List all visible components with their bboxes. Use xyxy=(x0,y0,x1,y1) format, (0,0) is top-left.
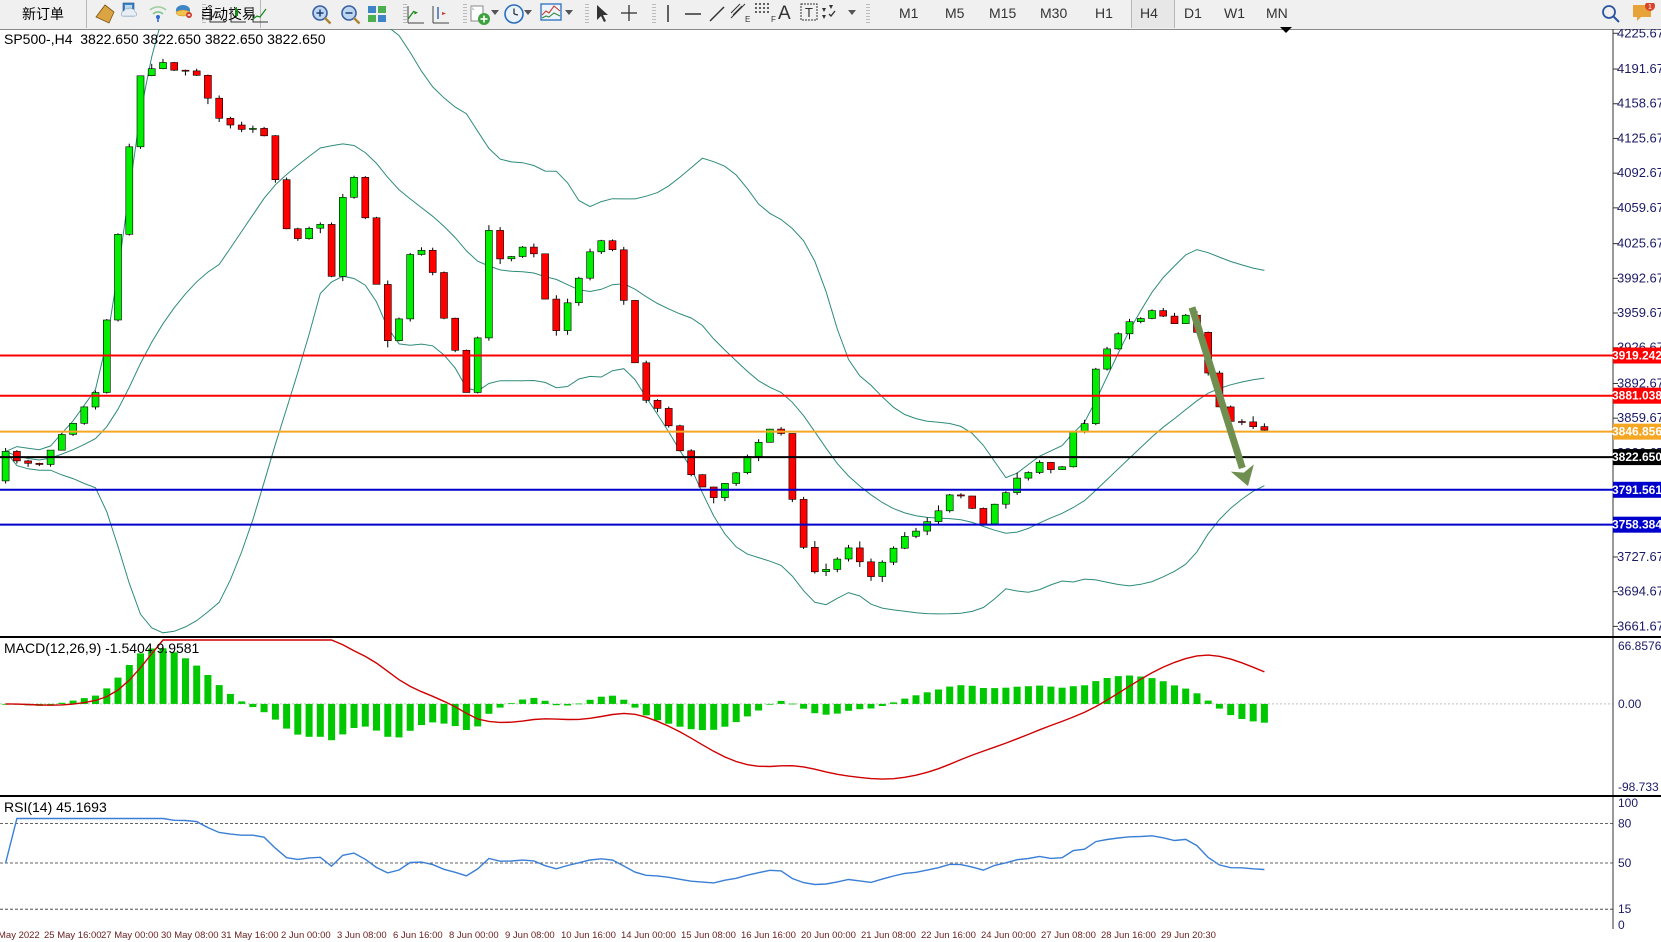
svg-text:0: 0 xyxy=(1618,918,1625,929)
svg-text:4025.670: 4025.670 xyxy=(1617,236,1661,251)
svg-text:4092.670: 4092.670 xyxy=(1617,165,1661,180)
svg-text:4158.670: 4158.670 xyxy=(1617,96,1661,111)
svg-text:4191.670: 4191.670 xyxy=(1617,61,1661,76)
svg-text:3881.038: 3881.038 xyxy=(1612,389,1661,403)
svg-text:3694.670: 3694.670 xyxy=(1617,584,1661,599)
svg-text:3919.242: 3919.242 xyxy=(1612,349,1661,363)
svg-text:4225.670: 4225.670 xyxy=(1617,29,1661,40)
svg-text:3791.561: 3791.561 xyxy=(1612,483,1661,497)
svg-text:-98.733: -98.733 xyxy=(1618,780,1659,794)
svg-text:3758.384: 3758.384 xyxy=(1612,518,1661,532)
svg-text:50: 50 xyxy=(1618,856,1632,870)
svg-text:3959.670: 3959.670 xyxy=(1617,305,1661,320)
svg-text:3859.670: 3859.670 xyxy=(1617,410,1661,425)
svg-text:80: 80 xyxy=(1618,816,1632,830)
svg-text:3727.670: 3727.670 xyxy=(1617,549,1661,564)
svg-text:15: 15 xyxy=(1618,902,1632,916)
svg-text:4059.670: 4059.670 xyxy=(1617,200,1661,215)
svg-text:0.00: 0.00 xyxy=(1618,697,1642,711)
svg-text:T: T xyxy=(805,5,813,20)
svg-text:100: 100 xyxy=(1618,797,1638,810)
svg-text:F: F xyxy=(771,15,776,24)
svg-text:66.8576: 66.8576 xyxy=(1618,639,1661,653)
svg-text:3992.670: 3992.670 xyxy=(1617,270,1661,285)
svg-text:1: 1 xyxy=(1648,4,1652,11)
svg-text:4125.670: 4125.670 xyxy=(1617,130,1661,145)
svg-text:3661.670: 3661.670 xyxy=(1617,618,1661,633)
svg-text:E: E xyxy=(745,15,750,24)
svg-text:3822.650: 3822.650 xyxy=(1612,450,1661,464)
svg-text:3846.856: 3846.856 xyxy=(1612,425,1661,439)
